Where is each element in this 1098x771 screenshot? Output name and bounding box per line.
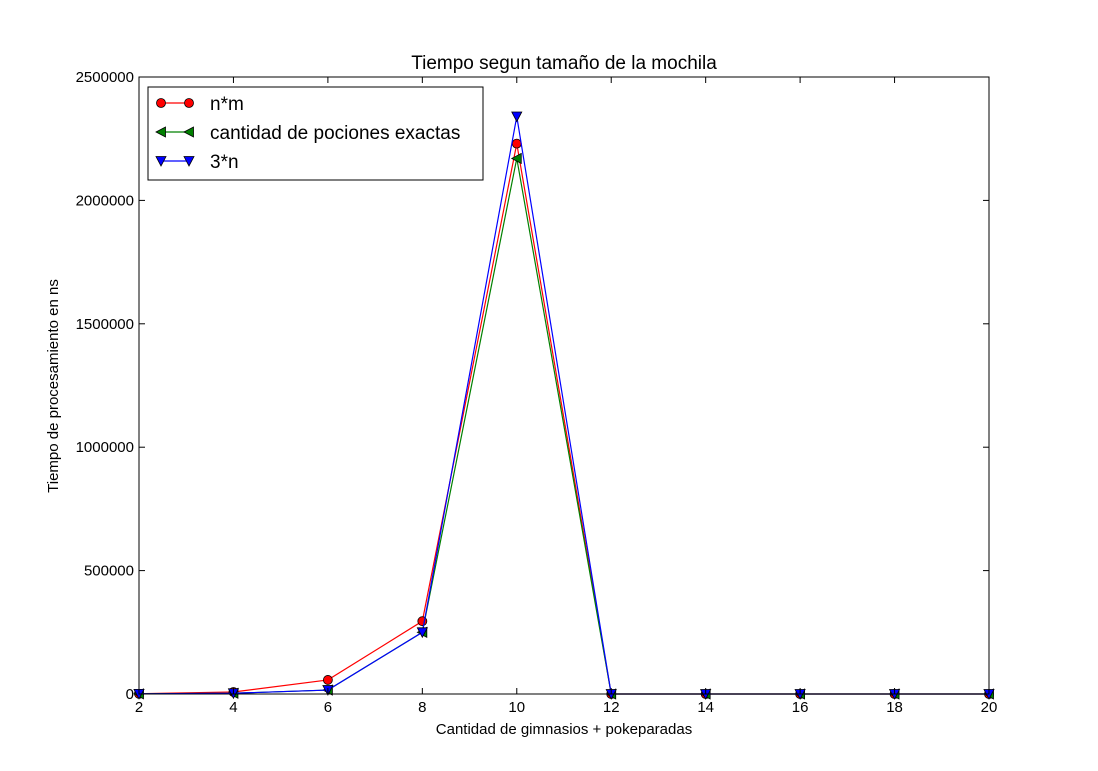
legend-marker xyxy=(155,126,166,138)
legend-label: n*m xyxy=(210,94,244,115)
chart-title: Tiempo segun tamaño de la mochila xyxy=(411,53,717,74)
series-line xyxy=(138,158,989,695)
series-line xyxy=(138,116,989,695)
series-1 xyxy=(133,152,994,700)
legend-marker xyxy=(183,126,194,138)
legend-marker xyxy=(155,156,167,167)
y-tick-label: 0 xyxy=(126,686,134,703)
legend-label: 3*n xyxy=(210,152,239,173)
plot-frame xyxy=(138,76,990,695)
x-tick-label: 12 xyxy=(603,699,620,716)
x-tick-label: 8 xyxy=(418,699,426,716)
x-tick-label: 4 xyxy=(229,699,237,716)
legend-marker xyxy=(183,156,195,167)
series-layer xyxy=(133,111,995,700)
x-tick-label: 6 xyxy=(324,699,332,716)
legend-label: cantidad de pociones exactas xyxy=(210,123,460,144)
data-point xyxy=(322,675,333,685)
data-point xyxy=(511,138,522,149)
x-tick-label: 18 xyxy=(886,699,903,716)
series-0 xyxy=(134,138,994,699)
legend-marker xyxy=(156,98,166,108)
y-tick-label: 500000 xyxy=(84,563,134,580)
x-tick-label: 20 xyxy=(981,699,998,716)
y-tick-label: 2500000 xyxy=(76,69,134,86)
series-line xyxy=(138,143,989,695)
x-tick-label: 16 xyxy=(792,699,809,716)
data-point xyxy=(416,627,428,639)
series-2 xyxy=(133,111,995,700)
y-tick-label: 1500000 xyxy=(76,316,134,333)
legend-box xyxy=(147,86,484,181)
data-point xyxy=(510,152,522,165)
y-tick-label: 1000000 xyxy=(76,439,134,456)
x-tick-label: 14 xyxy=(697,699,714,716)
legend: n*m cantidad de pociones exactas 3*n xyxy=(147,86,484,181)
y-axis-label: Tiempo de procesamiento en ns xyxy=(45,279,62,493)
x-tick-label: 2 xyxy=(135,699,143,716)
x-tick-label: 10 xyxy=(508,699,525,716)
ticks-layer: 2 4 6 8 10 12 14 16 18 20 0 500000 1000000 1500000 200… xyxy=(76,69,998,716)
x-axis-label: Cantidad de gimnasios + pokeparadas xyxy=(436,721,692,738)
data-point xyxy=(511,111,523,123)
legend-marker xyxy=(184,98,194,108)
y-tick-label: 2000000 xyxy=(76,192,134,209)
